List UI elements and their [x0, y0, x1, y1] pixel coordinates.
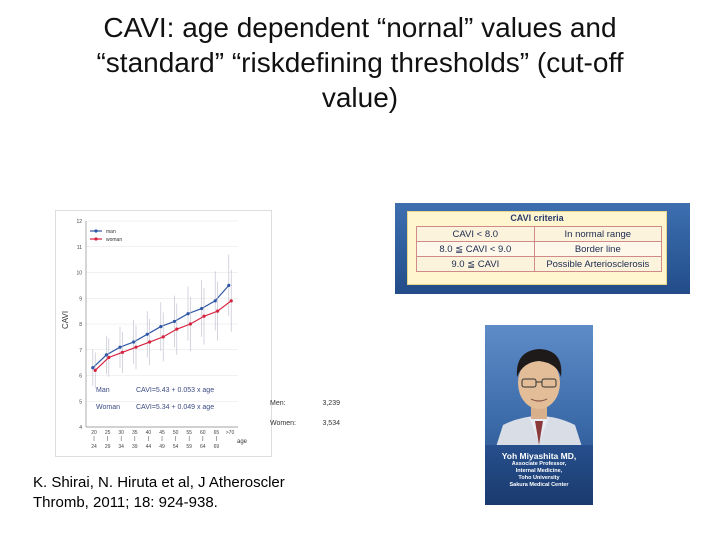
portrait-title-line-3: Toho University: [518, 475, 560, 481]
data-point-man: [227, 283, 231, 287]
y-tick-label: 7: [79, 348, 82, 354]
women-count-row: Women: 3,534: [270, 420, 340, 440]
men-count: 3,239: [322, 400, 340, 407]
title-line-2: “standard” “riskdefining thresholds” (cu…: [96, 47, 624, 78]
data-point-woman: [188, 322, 192, 326]
data-point-man: [186, 312, 190, 316]
criteria-meaning: In normal range: [533, 226, 663, 242]
data-point-woman: [175, 327, 179, 331]
data-point-man: [104, 353, 108, 357]
x-tick-label: 54: [173, 444, 179, 450]
x-tick-label: 24: [91, 444, 97, 450]
y-tick-label: 4: [79, 425, 82, 431]
data-point-woman: [134, 345, 138, 349]
men-label: Men:: [270, 400, 286, 407]
y-tick-label: 6: [79, 374, 82, 380]
x-tick-label: 25: [105, 430, 111, 436]
y-tick-label: 10: [76, 271, 82, 277]
legend: man woman: [90, 229, 122, 243]
y-tick-label: 8: [79, 322, 82, 328]
x-axis-label: age: [237, 439, 248, 445]
women-count: 3,534: [322, 420, 340, 427]
legend-woman: woman: [106, 237, 122, 243]
y-tick-label: 12: [76, 219, 82, 225]
x-tick-label: 60: [200, 430, 206, 436]
data-point-man: [132, 340, 136, 344]
x-tick-label: 40: [146, 430, 152, 436]
formula-man-label: Man: [96, 387, 110, 394]
data-point-woman: [93, 368, 97, 372]
data-point-man: [172, 319, 176, 324]
x-tick-label: 29: [105, 444, 111, 450]
slide-title: CAVI: age dependent “nornal” values and …: [20, 10, 700, 115]
citation-line-2: Thromb, 2011; 18: 924-938.: [33, 494, 218, 511]
criteria-title: CAVI criteria: [510, 213, 564, 223]
portrait-title-line-1: Associate Professor,: [511, 461, 567, 467]
data-point-man: [200, 306, 204, 311]
criteria-row: CAVI < 8.0 In normal range: [416, 226, 663, 242]
criteria-meaning: Border line: [533, 241, 663, 257]
data-point-man: [213, 299, 217, 303]
portrait-photo: Yoh Miyashita MD, Associate Professor, I…: [485, 325, 593, 505]
citation-line-1: K. Shirai, N. Hiruta et al, J Atheroscle…: [33, 474, 285, 491]
data-point-woman: [107, 355, 111, 360]
x-tick-label: 34: [118, 444, 124, 450]
criteria-range: CAVI < 8.0: [416, 226, 535, 242]
y-tick-label: 11: [77, 245, 82, 251]
criteria-table: CAVI < 8.0 In normal range 8.0 ≦ CAVI < …: [416, 226, 663, 272]
portrait-name: Yoh Miyashita MD,: [501, 451, 577, 461]
formula-box: Man CAVI=5.43 + 0.053 x age Woman CAVI=5…: [96, 387, 214, 411]
portrait-title-line-4: Sakura Medical Center: [509, 482, 569, 488]
x-tick-label: >70: [226, 430, 235, 436]
data-point-man: [118, 345, 122, 349]
x-tick-label: 59: [186, 444, 192, 450]
x-tick-label: 35: [132, 430, 138, 436]
x-tick-label: 50: [173, 430, 179, 436]
criteria-row: 9.0 ≦ CAVI Possible Arteriosclerosis: [416, 256, 663, 272]
y-axis-label: CAVI: [61, 311, 70, 329]
men-count-row: Men: 3,239: [270, 400, 340, 420]
data-point-woman: [120, 350, 124, 354]
sample-sizes: Men: 3,239 Women: 3,534: [270, 400, 340, 440]
criteria-range: 9.0 ≦ CAVI: [416, 256, 535, 272]
x-tick-label: 39: [132, 444, 138, 450]
title-line-1: CAVI: age dependent “nornal” values and: [103, 12, 617, 43]
x-tick-label: 45: [159, 430, 165, 436]
citation: K. Shirai, N. Hiruta et al, J Atheroscle…: [33, 473, 363, 513]
data-point-woman: [161, 335, 165, 339]
x-tick-label: 49: [159, 444, 165, 450]
criteria-card: CAVI criteria CAVI < 8.0 In normal range…: [407, 211, 667, 285]
data-point-woman: [148, 340, 152, 344]
y-tick-label: 5: [79, 399, 82, 405]
portrait-title-line-2: Internal Medicine,: [515, 468, 563, 474]
portrait-caption: Yoh Miyashita MD, Associate Professor, I…: [485, 445, 593, 505]
title-line-3: value): [321, 82, 399, 113]
x-tick-label: 65: [214, 430, 220, 436]
women-label: Women:: [270, 420, 296, 427]
criteria-row: 8.0 ≦ CAVI < 9.0 Border line: [416, 241, 663, 257]
data-point-man: [145, 332, 149, 336]
cavi-age-chart: 4 5 6 7 8 9 10 11 12 20 24 25 29 30 34 35 39 40 44 45 49 50 5…: [55, 210, 272, 457]
data-point-woman: [216, 309, 220, 313]
cavi-criteria-panel: CAVI criteria CAVI < 8.0 In normal range…: [395, 203, 690, 294]
x-tick-label: 20: [91, 430, 97, 436]
legend-man: man: [106, 229, 116, 235]
formula-woman-label: Woman: [96, 404, 120, 411]
data-point-man: [91, 366, 95, 370]
data-point-man: [159, 324, 163, 329]
portrait-illustration: [495, 349, 583, 450]
data-point-woman: [202, 314, 206, 318]
x-tick-label: 44: [146, 444, 152, 450]
criteria-range: 8.0 ≦ CAVI < 9.0: [416, 241, 535, 257]
formula-man: CAVI=5.43 + 0.053 x age: [136, 387, 214, 394]
data-point-woman: [229, 299, 233, 303]
x-tick-label: 69: [214, 444, 220, 450]
criteria-meaning: Possible Arteriosclerosis: [533, 256, 663, 272]
x-tick-label: 30: [118, 430, 124, 436]
formula-woman: CAVI=5.34 + 0.049 x age: [136, 404, 214, 411]
x-tick-label: 55: [186, 430, 192, 436]
x-tick-label: 64: [200, 444, 206, 450]
y-tick-label: 9: [79, 296, 82, 302]
